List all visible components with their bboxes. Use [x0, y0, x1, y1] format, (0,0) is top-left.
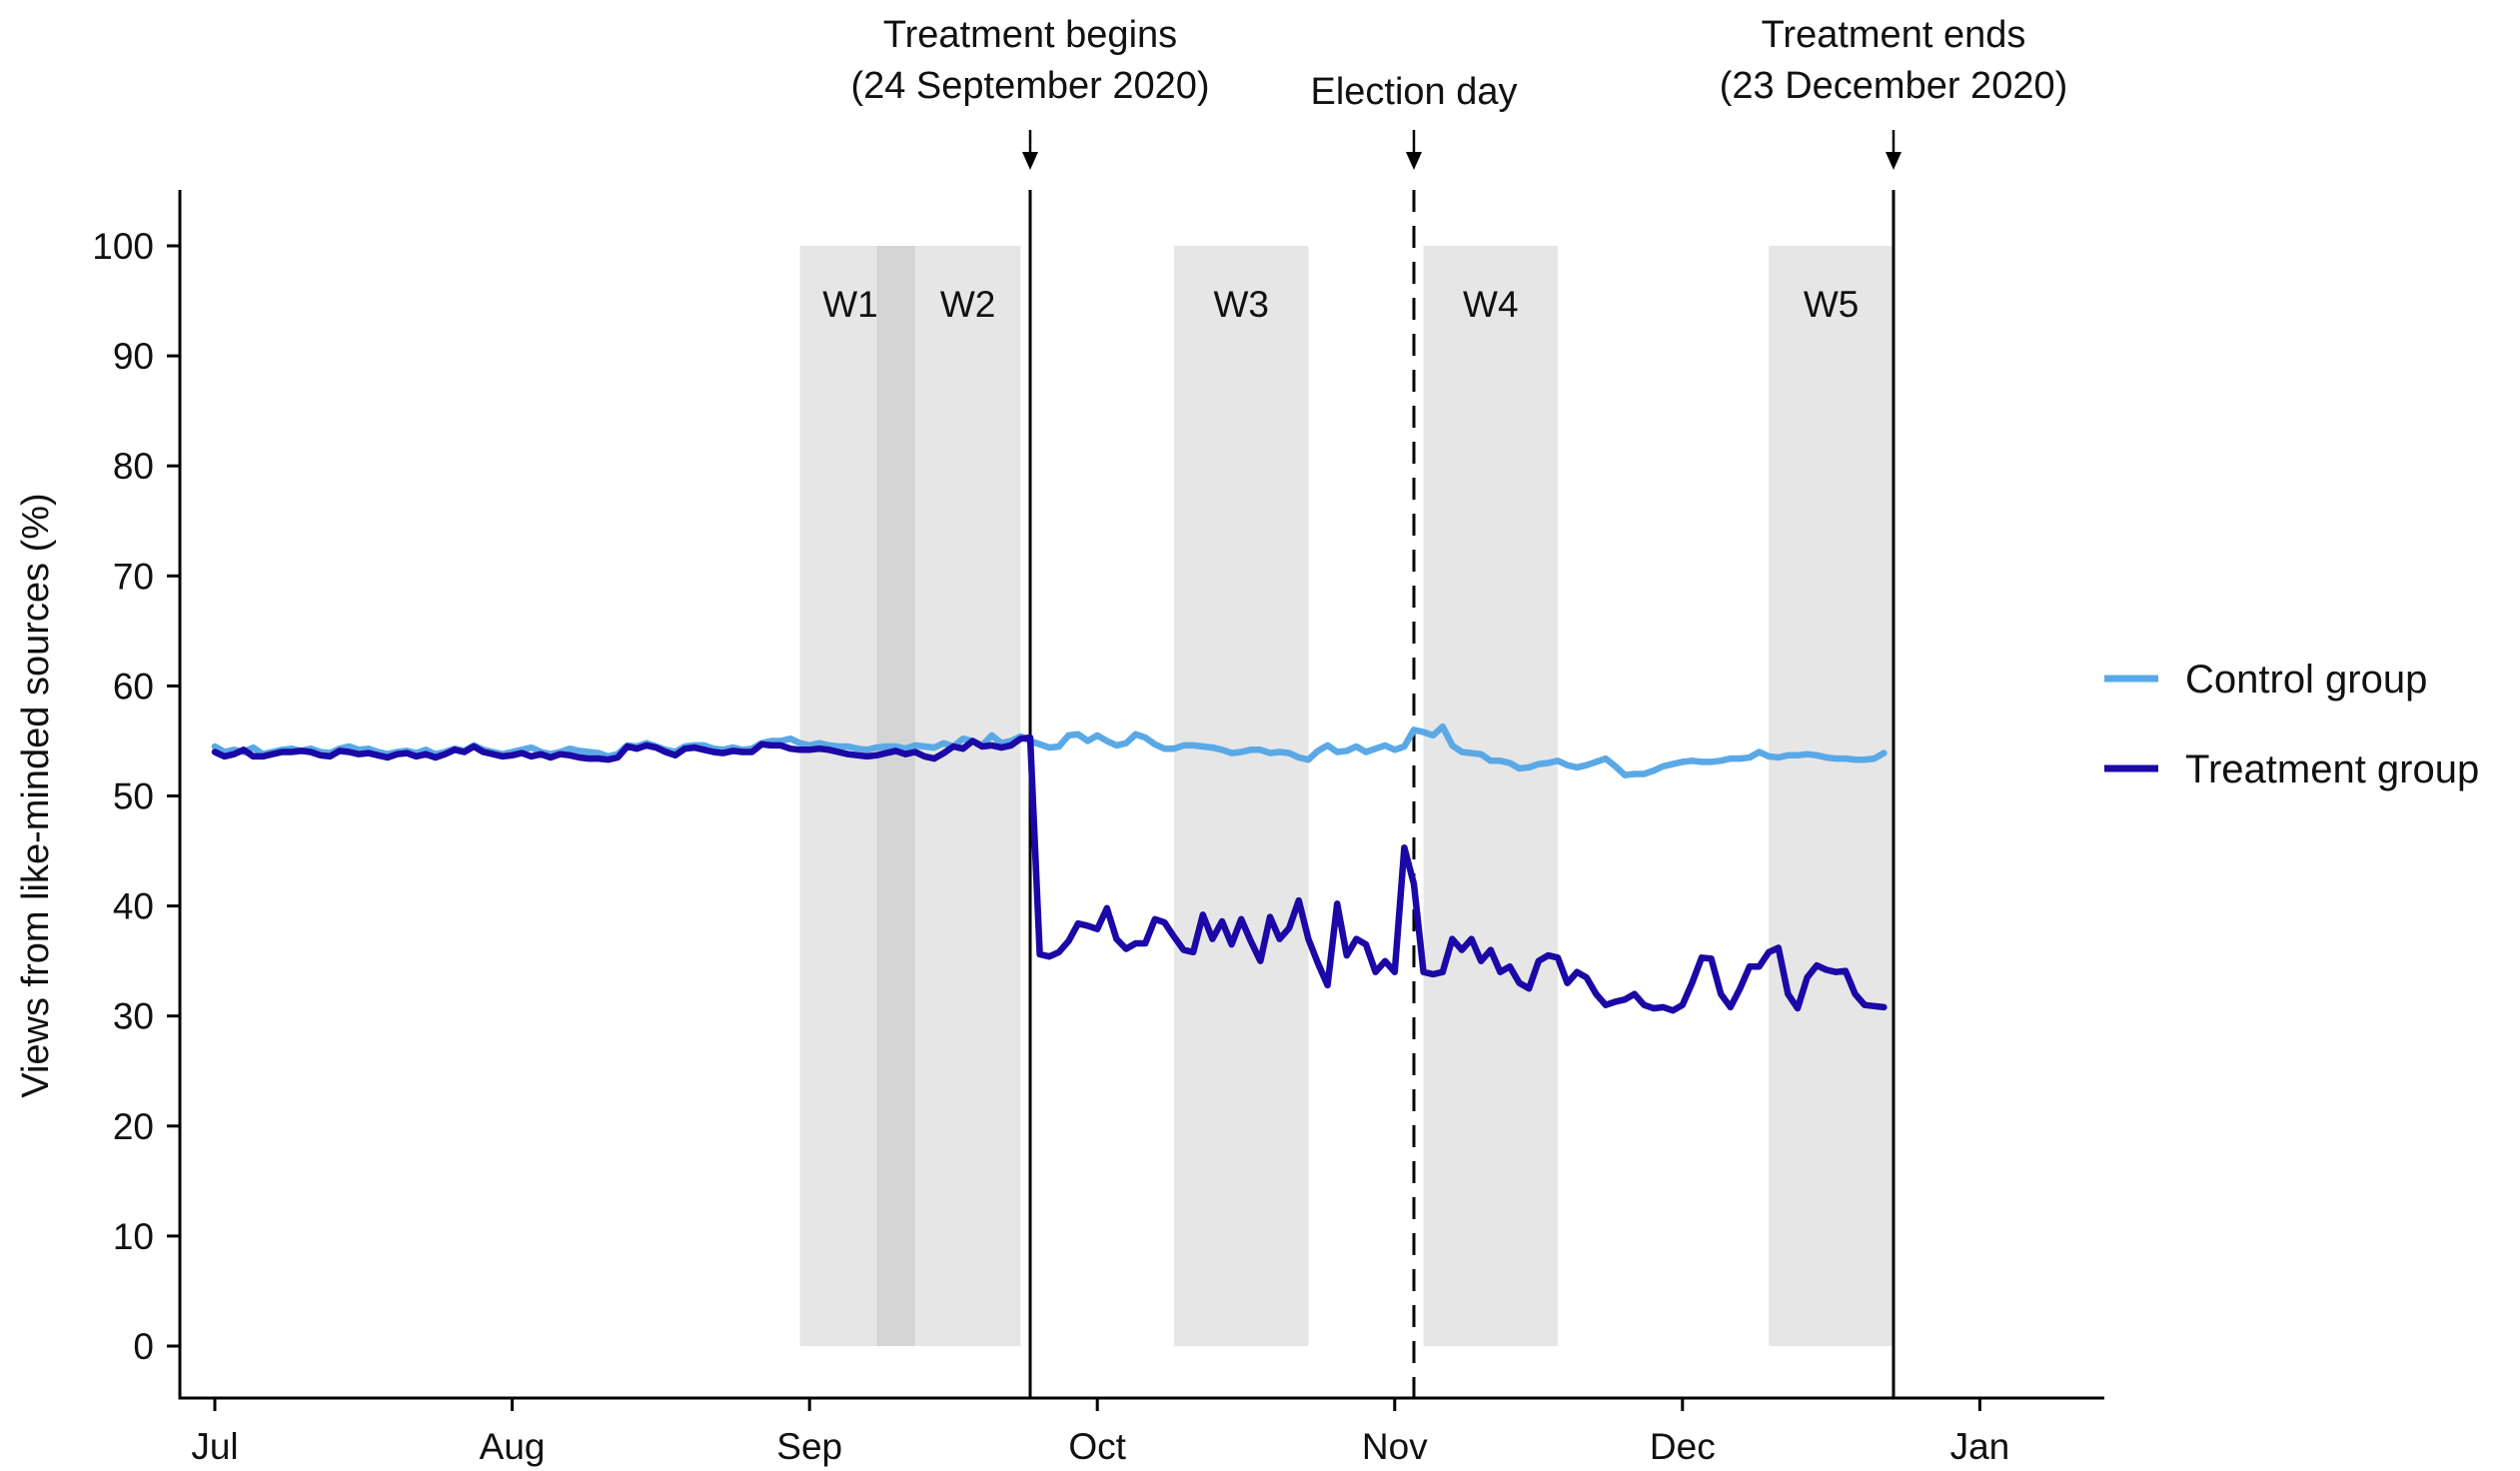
y-axis-label: Views from like-minded sources (%) — [15, 493, 57, 1097]
window-overlap — [876, 246, 915, 1346]
y-tick-label: 80 — [113, 446, 154, 487]
arrow-head-icon — [1886, 152, 1901, 170]
x-tick-label: Aug — [480, 1426, 546, 1467]
arrow-head-icon — [1022, 152, 1038, 170]
window-label: W1 — [822, 284, 878, 325]
y-tick-label: 70 — [113, 556, 154, 597]
window-w3 — [1174, 246, 1309, 1346]
arrow-head-icon — [1406, 152, 1422, 170]
x-tick-label: Sep — [776, 1426, 842, 1467]
series-line-treatment — [211, 734, 1888, 1014]
window-w4 — [1423, 246, 1558, 1346]
window-label: W3 — [1213, 284, 1269, 325]
y-tick-label: 40 — [113, 886, 154, 927]
legend-label: Treatment group — [2185, 747, 2479, 791]
legend: Control group Treatment group — [2104, 658, 2479, 791]
window-label: W4 — [1463, 284, 1519, 325]
y-tick-label: 60 — [113, 666, 154, 707]
y-tick-label: 50 — [113, 776, 154, 817]
treatment-ends-label: Treatment ends — [1762, 14, 2026, 56]
y-tick-label: 30 — [113, 996, 154, 1037]
treatment-begins-label: Treatment begins — [883, 14, 1177, 56]
election-day-label: Election day — [1310, 71, 1517, 113]
x-tick-label: Jul — [191, 1426, 238, 1467]
x-tick-label: Dec — [1650, 1426, 1716, 1467]
window-label: W5 — [1804, 284, 1860, 325]
x-tick-label: Jan — [1950, 1426, 2010, 1467]
y-tick-label: 100 — [92, 226, 154, 267]
series-lines — [211, 723, 1888, 1014]
y-tick-label: 90 — [113, 336, 154, 377]
window-label: W2 — [940, 284, 996, 325]
y-tick-label: 10 — [113, 1216, 154, 1257]
y-tick-label: 0 — [133, 1326, 154, 1367]
window-w5 — [1769, 246, 1893, 1346]
annotations: Treatment begins (24 September 2020) Elect… — [850, 14, 2067, 170]
legend-label: Control group — [2185, 658, 2427, 702]
y-tick-label: 20 — [113, 1106, 154, 1147]
treatment-ends-date-label: (23 December 2020) — [1720, 65, 2068, 107]
treatment-begins-date-label: (24 September 2020) — [850, 65, 1209, 107]
measurement-windows: W1 W2 W3 W4 W5 — [799, 246, 1893, 1346]
x-tick-label: Nov — [1362, 1426, 1428, 1467]
axes: 0 10 20 30 40 50 60 70 80 90 100 Jul Aug Sep Oct Nov Dec… — [92, 190, 2104, 1467]
x-tick-label: Oct — [1068, 1426, 1126, 1467]
